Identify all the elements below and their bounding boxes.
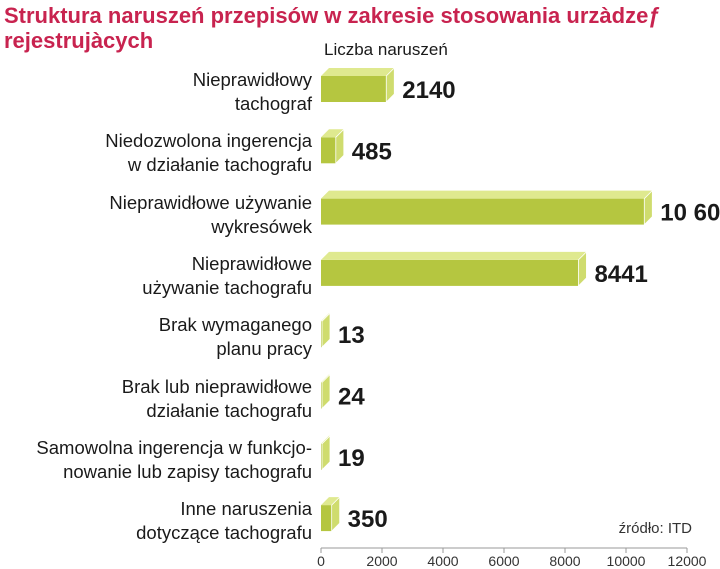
bar-front — [321, 259, 579, 286]
category-label: Brak lub nieprawidłowe działanie tachogra… — [0, 375, 312, 423]
x-tick-label: 6000 — [488, 553, 519, 569]
category-label: Inne naruszenia dotyczące tachografu — [0, 497, 312, 545]
bar-end — [331, 496, 341, 533]
bar-value-label: 24 — [338, 384, 365, 411]
bar-end — [321, 434, 331, 471]
bar-front — [321, 137, 336, 164]
bar-end — [385, 67, 395, 103]
bar-front — [321, 382, 322, 409]
bar-top — [321, 68, 395, 76]
category-label-line: Nieprawidłowe — [191, 252, 312, 274]
x-tick-label: 4000 — [427, 553, 458, 569]
category-label-line: Brak lub nieprawidłowe — [121, 375, 312, 397]
category-label-line: nowanie lub zapisy tachografu — [63, 460, 312, 482]
bar-front — [321, 198, 645, 225]
bar-value-label: 350 — [348, 506, 388, 533]
category-label-line: planu pracy — [216, 338, 312, 360]
x-tick-label: 12000 — [668, 553, 707, 569]
bar-front — [321, 76, 387, 102]
bar-value-label: 2140 — [402, 77, 455, 104]
bar-end — [643, 189, 653, 226]
category-label-line: używanie tachografu — [142, 276, 312, 298]
bar-value-label: 8441 — [594, 261, 647, 288]
bar-value-label: 10 600 — [660, 200, 720, 227]
bar-end — [578, 250, 587, 287]
category-label-line: Niedozwolona ingerencja — [105, 130, 312, 152]
bar-end — [321, 312, 331, 349]
source-note: źródło: ITD — [618, 520, 692, 537]
bar-end — [321, 373, 331, 410]
category-label: Brak wymaganego planu pracy — [0, 313, 312, 361]
category-label-line: Nieprawidłowy — [192, 69, 312, 90]
bar-value-label: 485 — [352, 138, 392, 165]
x-tick-label: 0 — [317, 553, 325, 569]
x-tick-label: 8000 — [549, 553, 580, 569]
category-label-line: wykresówek — [211, 215, 312, 237]
category-label-line: Nieprawidłowe używanie — [109, 191, 312, 213]
chart-title: Struktura naruszeń przepisów w zakresie … — [4, 3, 661, 53]
bar-end — [335, 128, 345, 165]
bar-top — [321, 251, 587, 260]
category-label: Nieprawidłowy tachograf — [0, 68, 312, 116]
category-label: Niedozwolona ingerencja w działanie tacho… — [0, 129, 312, 177]
category-label-line: Inne naruszenia — [180, 498, 312, 520]
category-label-line: dotyczące tachografu — [136, 522, 312, 544]
category-label-line: Samowolna ingerencja w funkcjo- — [36, 436, 312, 458]
category-label-line: tachograf — [234, 93, 312, 114]
category-label-line: działanie tachografu — [146, 399, 312, 421]
category-label-line: w działanie tachografu — [127, 154, 312, 176]
category-label-line: Brak wymaganego — [158, 314, 312, 336]
x-tick-label: 10000 — [607, 553, 646, 569]
bar-front — [321, 443, 322, 470]
bar-top — [321, 190, 653, 199]
category-label: Samowolna ingerencja w funkcjo-nowanie l… — [0, 436, 312, 484]
bar-front — [321, 321, 322, 348]
bar-front — [321, 505, 332, 532]
bar-value-label: 19 — [338, 445, 365, 472]
category-label: Nieprawidłowe używanie wykresówek — [0, 191, 312, 239]
bar-top — [321, 129, 344, 138]
x-axis-label: Liczba naruszeń — [324, 40, 448, 59]
bar-top — [321, 497, 340, 506]
x-tick-label: 2000 — [366, 553, 397, 569]
category-label: Nieprawidłowe używanie tachografu — [0, 252, 312, 300]
bar-value-label: 13 — [338, 322, 365, 349]
